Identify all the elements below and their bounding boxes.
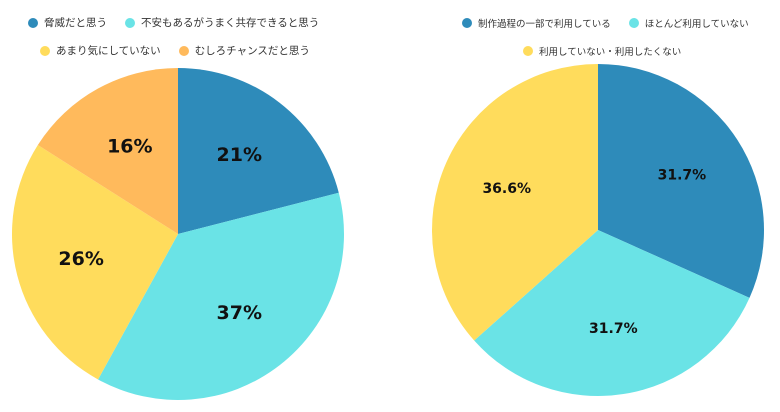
pie-slice-label: 36.6% bbox=[482, 181, 531, 197]
pie-chart-left: 21% 37% 26% 16% bbox=[11, 68, 344, 400]
legend-label: 不安もあるがうまく共存できると思う bbox=[141, 17, 320, 29]
legend-dot-icon bbox=[628, 18, 639, 28]
pie-slice bbox=[37, 68, 178, 234]
pie-slice-label: 26% bbox=[58, 248, 103, 270]
legend-dot-icon bbox=[125, 17, 135, 28]
legend-dot-icon bbox=[523, 46, 533, 56]
pie-slice-label: 37% bbox=[217, 302, 262, 324]
pie-slice bbox=[474, 230, 750, 396]
legend-label: 脅威だと思う bbox=[44, 17, 107, 29]
pie-slice bbox=[98, 192, 344, 400]
legend-label: あまり気にしていない bbox=[56, 45, 161, 57]
legend-item-opportunity: むしろチャンスだと思う bbox=[178, 43, 310, 58]
right-legend-row-1: 制作過程の一部で利用している ほとんど利用していない bbox=[462, 16, 749, 30]
legend-dot-icon bbox=[40, 45, 50, 56]
left-legend-row-1: 脅威だと思う 不安もあるがうまく共存できると思う bbox=[28, 15, 319, 30]
pie-slice bbox=[11, 145, 178, 380]
legend-label: 利用していない・利用したくない bbox=[539, 47, 682, 58]
legend-dot-icon bbox=[178, 45, 189, 56]
pie-slice-label: 16% bbox=[107, 135, 152, 157]
pie-slice-label: 31.7% bbox=[658, 168, 707, 184]
pie-slice bbox=[431, 64, 598, 341]
pie-slice-label: 21% bbox=[217, 144, 262, 166]
legend-item-coexist: 不安もあるがうまく共存できると思う bbox=[125, 15, 319, 30]
left-legend-row-2: あまり気にしていない むしろチャンスだと思う bbox=[40, 43, 310, 58]
legend-label: ほとんど利用していない bbox=[644, 19, 749, 30]
legend-item-indifferent: あまり気にしていない bbox=[40, 43, 161, 58]
legend-dot-icon bbox=[28, 17, 38, 28]
legend-dot-icon bbox=[462, 18, 472, 28]
pie-slice bbox=[178, 68, 339, 234]
legend-item-partial-use: 制作過程の一部で利用している bbox=[462, 16, 611, 30]
pie-slice bbox=[598, 64, 764, 298]
right-legend-row-2: 利用していない・利用したくない bbox=[523, 44, 681, 58]
legend-label: むしろチャンスだと思う bbox=[194, 45, 310, 57]
pie-chart-right: 31.7% 31.7% 36.6% bbox=[431, 64, 764, 396]
legend-item-no-use: 利用していない・利用したくない bbox=[523, 44, 681, 58]
legend-item-rarely-use: ほとんど利用していない bbox=[628, 16, 749, 30]
legend-label: 制作過程の一部で利用している bbox=[478, 19, 611, 30]
legend-item-threat: 脅威だと思う bbox=[28, 15, 107, 30]
pie-slice-label: 31.7% bbox=[589, 321, 638, 337]
